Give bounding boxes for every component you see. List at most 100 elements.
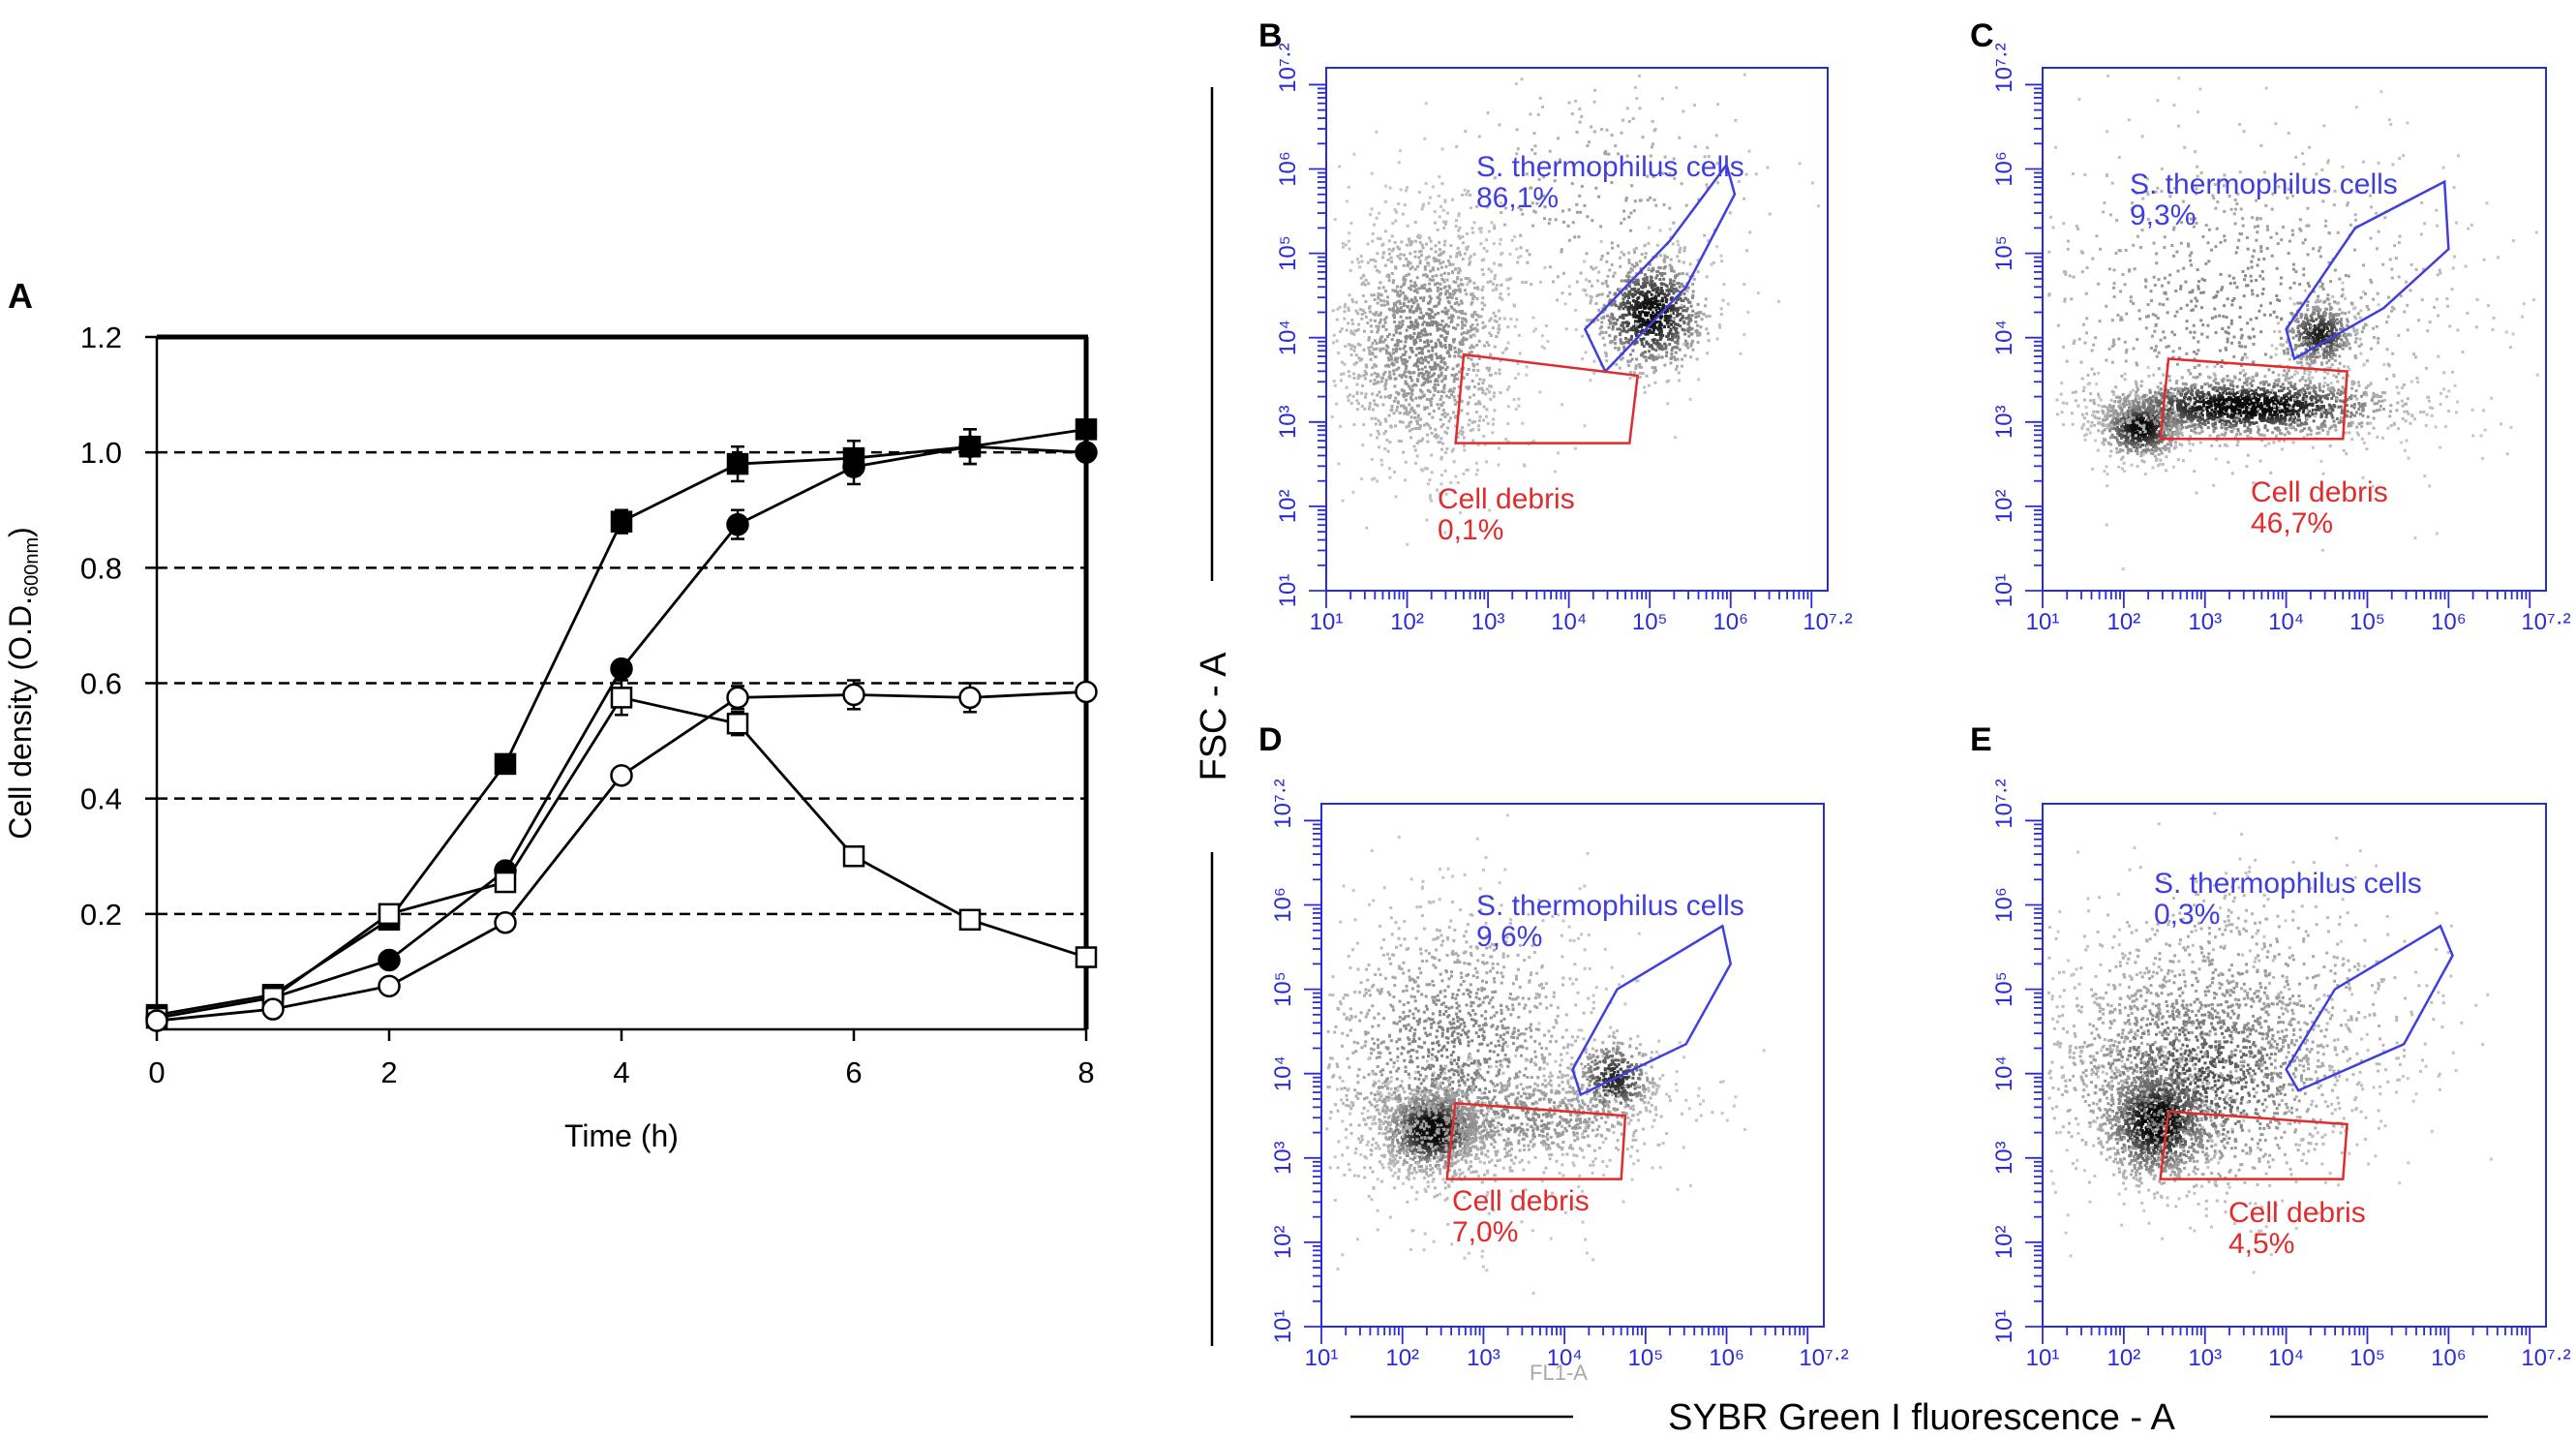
y-axis-label-close: ) [3,527,38,537]
y-tick-label: 10³ [1270,1141,1296,1175]
chart-panel-d: D 10¹ 10¹ 10² 10² 10³ 10³ 10⁴ 10⁴ 10⁵ 10⁵ 10⁶ 10⁶ 10⁷… [1258,721,1849,1371]
y-tick-label: 10⁵ [1991,235,2017,271]
x-tick-label: 10² [1390,609,1424,635]
x-tick-label: 10¹ [1305,1345,1339,1371]
data-point [842,455,865,478]
x-tick-label: 10⁷·² [2521,609,2570,635]
data-point [726,686,749,710]
y-tick-label: 10² [1270,1226,1296,1260]
gate-live-label: S. thermophilus cells [2154,868,2422,900]
density-cloud [2047,811,2493,1274]
data-point [1075,418,1098,441]
data-point [610,764,633,787]
data-point [1075,441,1098,464]
density-cluster-2 [1561,226,1760,407]
x-tick-label: 10⁵ [2349,609,2385,635]
y-tick-label: 10⁶ [1991,151,2017,187]
y-tick-label: 10¹ [1991,1310,2017,1344]
density-cluster-1 [1330,130,1587,546]
y-tick-label: 10⁶ [1270,887,1296,923]
panel-label-b: B [1258,17,1283,54]
data-point [842,683,865,707]
data-point [610,687,633,709]
y-tick-label: 10⁷·² [1991,779,2017,828]
gate-debris-percent: 4,5% [2228,1228,2294,1260]
data-point [145,1009,168,1032]
data-point [958,435,982,458]
x-tick-label: 6 [845,1056,862,1089]
gate-live-cells [2285,924,2454,1092]
density-cluster-4 [1325,1022,1766,1197]
x-tick-label: 10⁵ [1632,609,1668,635]
x-tick-label: 10⁵ [1628,1345,1664,1371]
data-point [610,657,633,681]
y-tick-label: 0.4 [80,782,122,816]
density-cluster-2 [2047,846,2434,1274]
gate-debris-label: Cell debris [2228,1197,2366,1229]
data-point [261,997,285,1021]
x-tick-label: 10⁴ [2268,1345,2304,1371]
panel-label-e: E [1970,721,1992,758]
density-cluster-3 [2047,811,2493,1185]
x-tick-label: 10⁶ [1712,609,1748,635]
data-point [1075,946,1098,968]
x-tick-label: 2 [380,1056,397,1089]
x-tick-label: 10³ [1471,609,1505,635]
y-tick-label: 1.2 [80,321,122,354]
plot-frame [1320,803,1825,1328]
shared-axis-labels: FSC - A SYBR Green I fluorescence - A FL1-… [1194,87,2488,1438]
data-point [726,452,749,475]
gate-live-cells [1583,162,1737,374]
y-tick-label: 10⁷·² [1270,779,1296,828]
x-tick-label: 10⁴ [2268,609,2304,635]
data-point [378,948,401,972]
density-cloud [1330,73,1820,546]
series-line [156,695,1087,1020]
shared-x-axis-label: SYBR Green I fluorescence - A [1668,1397,2175,1438]
data-point [726,712,749,735]
gate-live-label: S. thermophilus cells [2130,168,2398,200]
data-point [494,752,517,776]
data-point [494,871,517,894]
x-tick-label: 0 [148,1056,165,1089]
plot-frame [1325,67,1829,592]
y-tick-label: 10⁵ [1991,971,2017,1007]
gate-live-percent: 0,3% [2154,899,2220,931]
data-point [726,512,749,536]
y-tick-label: 10¹ [1275,574,1301,608]
density-cloud [1325,813,1766,1295]
gate-live-label: S. thermophilus cells [1476,151,1744,183]
y-tick-label: 10⁵ [1275,235,1301,271]
series-line [156,690,1087,1023]
series-open-circles [145,679,1098,1032]
panel-label-c: C [1970,17,1994,54]
panel-label-d: D [1258,721,1283,758]
x-tick-label: 10² [1385,1345,1419,1371]
chart-panel-a: A 0.2 0.4 0.6 0.8 1.0 1.2 0 2 4 6 8 Time (h) Cell den… [3,276,1098,1153]
plot-frame [2042,803,2547,1328]
gate-live-percent: 9,6% [1476,921,1542,953]
shared-y-axis-label: FSC - A [1194,652,1234,781]
y-tick-label: 10³ [1991,1141,2017,1175]
x-tick-label: 10⁶ [1709,1345,1744,1371]
chart-panel-c: C 10¹ 10¹ 10² 10² 10³ 10³ 10⁴ 10⁴ 10⁵ 10⁵ 10⁶ 10⁶ 10⁷… [1970,17,2571,635]
y-tick-label: 10¹ [1270,1310,1296,1344]
x-tick-label: 10³ [1467,1345,1500,1371]
x-tick-label: 10³ [2188,609,2222,635]
series-filled-squares [145,418,1098,1026]
partial-axis-text: FL1-A [1530,1361,1588,1385]
x-tick-label: 10⁷·² [1799,1345,1848,1371]
chart-panel-e: E 10¹ 10¹ 10² 10² 10³ 10³ 10⁴ 10⁴ 10⁵ 10⁵ 10⁶ 10⁶ 10⁷… [1970,721,2571,1371]
gate-debris-percent: 0,1% [1438,514,1503,546]
gate-debris-label: Cell debris [1438,483,1575,515]
axis-ticks [1309,83,1813,608]
density-cluster-2 [2055,354,2513,463]
panel-label-a: A [8,276,33,316]
x-tick-label: 10⁵ [2349,1345,2385,1371]
x-axis-label: Time (h) [564,1118,679,1153]
y-axis-label-subscript: 600nm [21,537,43,597]
data-point [378,903,401,926]
y-tick-label: 10⁴ [1991,1056,2017,1091]
x-tick-label: 10⁶ [2431,1345,2467,1371]
x-tick-label: 10¹ [2026,1345,2060,1371]
